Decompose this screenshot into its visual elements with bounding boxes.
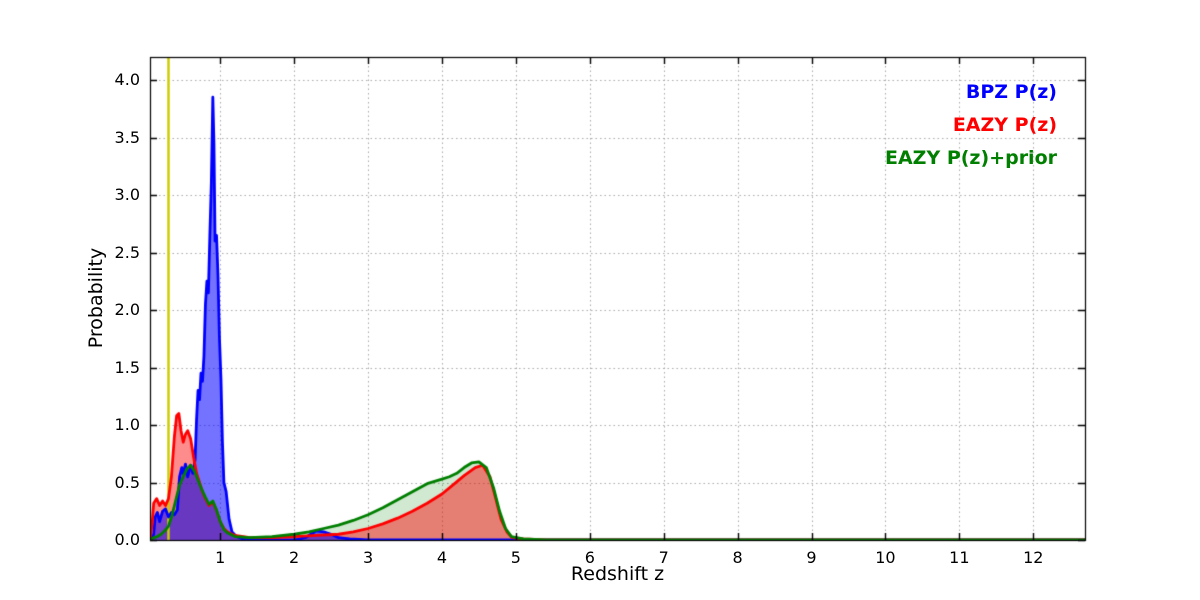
y-tick-label: 3.5 (114, 127, 140, 147)
y-tick-label: 2.0 (114, 300, 140, 319)
y-tick-label: 3.0 (114, 185, 140, 204)
y-tick-label: 1.5 (114, 357, 140, 377)
x-tick-label: 3 (362, 548, 374, 567)
x-tick-label: 8 (732, 548, 743, 567)
x-tick-label: 7 (658, 548, 669, 567)
x-tick-label: 1 (215, 548, 226, 567)
y-tick-label: 0.0 (114, 530, 140, 549)
x-tick-label: 6 (584, 548, 595, 567)
x-tick-label: 12 (1023, 548, 1044, 567)
legend-item-3: EAZY P(z)+prior (884, 147, 1057, 169)
x-tick-label: 4 (436, 548, 448, 567)
legend-item-2: EAZY P(z) (952, 114, 1057, 136)
y-tick-label: 2.5 (114, 242, 140, 262)
legend: BPZ P(z) EAZY P(z) EAZY P(z)+prior (885, 76, 1057, 175)
legend-item-1: BPZ P(z) (965, 81, 1057, 103)
y-tick-label: 0.5 (114, 472, 140, 492)
x-axis-label: Redshift z (570, 563, 665, 585)
x-tick-label: 11 (949, 548, 970, 567)
x-tick-label: 10 (875, 548, 896, 567)
y-tick-label: 1.0 (114, 415, 140, 434)
x-tick-label: 5 (510, 548, 521, 567)
x-tick-label: 9 (806, 548, 817, 567)
y-axis-label: Probability (85, 247, 107, 349)
x-tick-label: 2 (289, 548, 300, 567)
y-tick-label: 4.0 (114, 70, 140, 89)
